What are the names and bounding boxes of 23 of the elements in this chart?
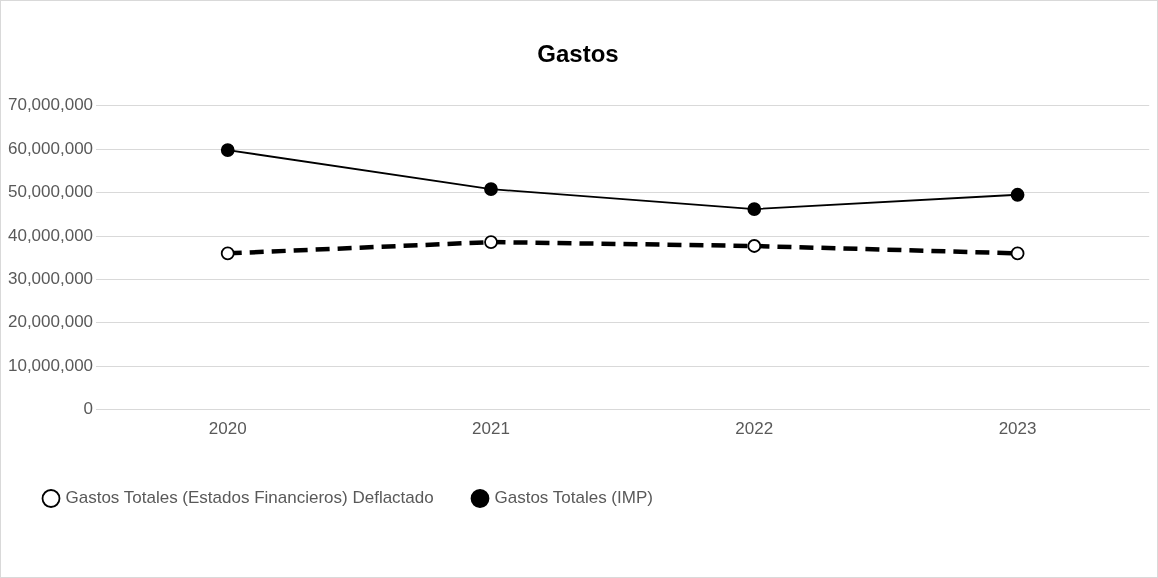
point: [747, 202, 762, 216]
point: [484, 182, 498, 197]
x-tick-label: 2021: [472, 419, 510, 439]
point: [220, 246, 235, 261]
x-tick-label: 2020: [208, 419, 247, 439]
point: [1010, 187, 1025, 202]
y-tick-label: 70,000,000: [7, 95, 94, 115]
x-tick-label: 2023: [998, 419, 1037, 439]
x-tick-label: 2022: [735, 419, 774, 439]
y-tick-label: 40,000,000: [7, 225, 94, 245]
y-tick-label: 60,000,000: [7, 138, 94, 158]
y-tick-label: 50,000,000: [7, 182, 94, 202]
chart-title: Gastos: [537, 40, 619, 68]
y-tick-label: 0: [83, 399, 94, 419]
point: [484, 235, 498, 249]
legend-label: Gastos Totales (Estados Financieros) Deflactado: [65, 488, 434, 508]
point: [220, 143, 235, 157]
y-tick-label: 30,000,000: [7, 269, 94, 289]
y-tick-label: 20,000,000: [7, 312, 94, 332]
point: [1010, 246, 1025, 261]
legend-label: Gastos Totales (IMP): [494, 488, 653, 508]
y-tick-label: 10,000,000: [7, 355, 94, 375]
point: [747, 239, 762, 253]
